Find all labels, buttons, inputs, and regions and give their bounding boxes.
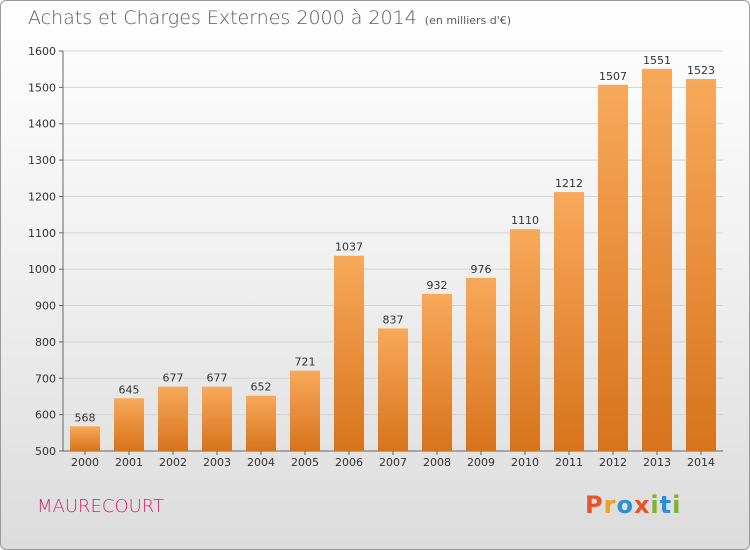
- bar-2004: [246, 395, 276, 451]
- bar-2005: [290, 370, 320, 451]
- x-tick-label-2011: 2011: [555, 456, 583, 469]
- x-tick-label-2012: 2012: [599, 456, 627, 469]
- bar-2014: [686, 79, 716, 451]
- bar-label-2012: 1507: [599, 70, 627, 83]
- x-tick-label-2002: 2002: [159, 456, 187, 469]
- bar-label-2003: 677: [207, 372, 228, 385]
- bar-label-2006: 1037: [335, 241, 363, 254]
- logo-letter: r: [603, 491, 617, 519]
- bar-2010: [510, 229, 540, 451]
- bar-label-2002: 677: [163, 372, 184, 385]
- logo-letter: P: [585, 491, 604, 519]
- y-tick-labels: 500 600 700 800 900 1000 1100 1200 1300 1400 1500 1…: [28, 45, 56, 458]
- y-tick-label-800: 800: [35, 336, 56, 349]
- commune-name: MAURECOURT: [37, 496, 165, 517]
- x-tick-label-2000: 2000: [71, 456, 99, 469]
- chart-title-text: Achats et Charges Externes 2000 à 2014: [28, 7, 417, 29]
- y-tick-label-900: 900: [35, 300, 56, 313]
- y-tick-label-1600: 1600: [28, 45, 56, 58]
- bar-label-2000: 568: [75, 411, 96, 424]
- logo-letter: o: [616, 491, 634, 519]
- x-tick-label-2013: 2013: [643, 456, 671, 469]
- x-tick-label-2009: 2009: [467, 456, 495, 469]
- bar-label-2010: 1110: [511, 214, 539, 227]
- logo-letter: i: [650, 491, 660, 519]
- bar-2006: [334, 255, 364, 451]
- bar-label-2004: 652: [251, 381, 272, 394]
- bar-label-2008: 932: [427, 279, 448, 292]
- proxiti-logo: Proxiti: [585, 491, 681, 519]
- x-tick-label-2001: 2001: [115, 456, 143, 469]
- x-tick-labels: 2000 2001 2002 2003 2004 2005 2006 2007 2008 2009…: [71, 456, 715, 469]
- bar-label-2014: 1523: [687, 64, 715, 77]
- x-tick-label-2014: 2014: [687, 456, 715, 469]
- x-tick-label-2008: 2008: [423, 456, 451, 469]
- y-tick-label-500: 500: [35, 445, 56, 458]
- y-tick-label-1000: 1000: [28, 263, 56, 276]
- bar-label-2001: 645: [119, 383, 140, 396]
- bar-label-2007: 837: [383, 313, 404, 326]
- bar-2002: [158, 386, 188, 451]
- bar-2007: [378, 328, 408, 451]
- x-tick-label-2006: 2006: [335, 456, 363, 469]
- bar-2013: [642, 68, 672, 452]
- y-tick-label-700: 700: [35, 372, 56, 385]
- x-tick-label-2007: 2007: [379, 456, 407, 469]
- logo-letter: t: [659, 491, 673, 519]
- bar-label-2013: 1551: [643, 54, 671, 67]
- chart-unit: (en milliers d'€): [424, 14, 512, 27]
- logo-letter: x: [633, 491, 651, 519]
- logo-letter: i: [672, 491, 682, 519]
- x-tick-label-2003: 2003: [203, 456, 231, 469]
- bar-label-2009: 976: [471, 263, 492, 276]
- x-tick-label-2005: 2005: [291, 456, 319, 469]
- y-tick-label-600: 600: [35, 409, 56, 422]
- bars: [70, 68, 716, 452]
- y-tick-label-1400: 1400: [28, 118, 56, 131]
- y-tick-label-1100: 1100: [28, 227, 56, 240]
- bar-2000: [70, 426, 100, 451]
- y-tick-label-1500: 1500: [28, 81, 56, 94]
- bar-2003: [202, 386, 232, 451]
- bar-2012: [598, 84, 628, 452]
- chart-title: Achats et Charges Externes 2000 à 2014 (e…: [28, 7, 511, 29]
- bar-label-2011: 1212: [555, 177, 583, 190]
- bar-labels: 568 645 677 677 652 721 1037 837 932 976 1110 1212 1…: [75, 54, 716, 424]
- bar-2009: [466, 277, 496, 451]
- bar-2008: [422, 293, 452, 451]
- y-tick-label-1300: 1300: [28, 154, 56, 167]
- x-tick-label-2004: 2004: [247, 456, 275, 469]
- bar-2001: [114, 398, 144, 451]
- bar-2011: [554, 192, 584, 451]
- x-tick-label-2010: 2010: [511, 456, 539, 469]
- y-tick-label-1200: 1200: [28, 190, 56, 203]
- bar-label-2005: 721: [295, 356, 316, 369]
